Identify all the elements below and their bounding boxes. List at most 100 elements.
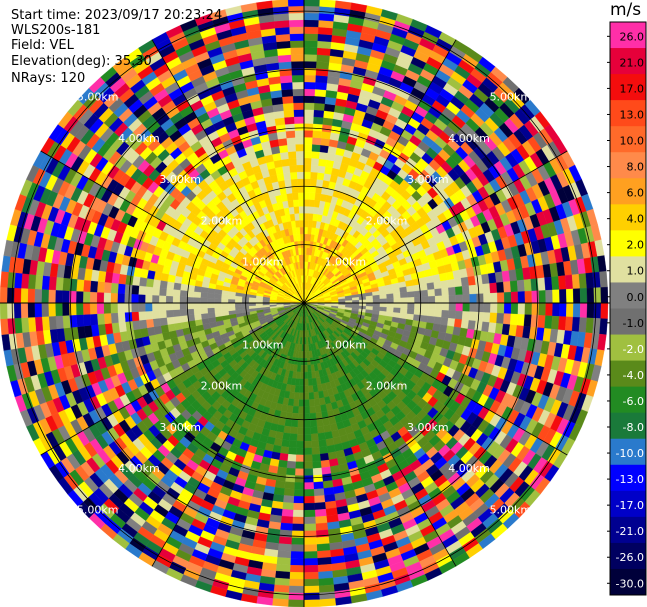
gate-cell — [75, 290, 84, 304]
gate-cell — [282, 502, 294, 511]
gate-cell — [179, 302, 187, 310]
gate-cell — [174, 322, 183, 331]
gate-cell — [313, 109, 325, 118]
gate-cell — [303, 33, 319, 41]
gate-cell — [379, 298, 388, 304]
gate-cell — [571, 316, 581, 333]
gate-cell — [393, 302, 401, 309]
gate-cell — [482, 312, 491, 323]
gate-cell — [308, 392, 315, 400]
gate-cell — [314, 405, 322, 414]
gate-cell — [293, 496, 305, 504]
gate-cell — [193, 297, 201, 304]
gate-cell — [96, 291, 105, 304]
gate-cell — [314, 95, 326, 104]
gate-cell — [311, 440, 320, 449]
gate-cell — [311, 447, 321, 455]
gate-cell — [407, 302, 415, 309]
gate-cell — [311, 144, 321, 152]
gate-cell — [303, 399, 310, 407]
gate-cell — [295, 461, 305, 469]
gate-cell — [117, 312, 126, 323]
gate-cell — [296, 440, 305, 449]
gate-cell — [586, 287, 595, 304]
gate-cell — [281, 508, 294, 518]
gate-cell — [379, 302, 388, 308]
gate-cell — [545, 302, 553, 317]
gate-cell — [303, 199, 310, 207]
gate-cell — [303, 489, 315, 497]
gate-cell — [497, 292, 505, 304]
gate-cell — [317, 165, 326, 174]
gate-cell — [303, 123, 314, 131]
gate-cell — [292, 509, 305, 518]
gate-cell — [386, 302, 394, 308]
gate-cell — [420, 289, 429, 298]
gate-cell — [303, 378, 309, 387]
gate-cell — [303, 592, 320, 601]
gate-cell — [27, 273, 37, 290]
gate-cell — [117, 283, 126, 294]
gate-cell — [319, 0, 336, 8]
gate-cell — [82, 302, 91, 315]
gate-cell — [510, 302, 519, 315]
gate-cell — [313, 481, 324, 490]
gate-cell — [282, 432, 291, 441]
gate-cell — [313, 488, 325, 497]
gate-cell — [303, 19, 319, 28]
gate-cell — [310, 426, 318, 435]
gate-cell — [317, 26, 334, 36]
gate-cell — [599, 271, 608, 288]
gate-cell — [467, 320, 476, 331]
gate-cell — [303, 509, 316, 518]
gate-cell — [308, 399, 315, 407]
gate-cell — [152, 279, 161, 288]
gate-cell — [303, 26, 319, 35]
gate-cell — [319, 598, 336, 607]
gate-cell — [165, 295, 174, 304]
gate-cell — [291, 523, 305, 532]
gate-cell — [462, 302, 470, 312]
gate-cell — [303, 54, 318, 62]
gate-cell — [193, 302, 201, 309]
gate-cell — [523, 314, 532, 327]
gate-cell — [303, 116, 314, 124]
gate-cell — [277, 459, 288, 469]
gate-cell — [320, 459, 331, 469]
gate-cell — [124, 284, 133, 295]
gate-cell — [55, 289, 63, 304]
gate-cell — [312, 460, 322, 469]
gate-cell — [318, 158, 327, 167]
gate-cell — [319, 151, 328, 160]
gate-cell — [372, 294, 381, 300]
gate-cell — [318, 439, 327, 448]
gate-cell — [311, 157, 320, 166]
gate-cell — [14, 272, 23, 289]
gate-cell — [34, 274, 44, 290]
gate-cell — [453, 277, 463, 288]
gate-cell — [455, 286, 463, 296]
gate-cell — [434, 295, 443, 304]
gate-cell — [131, 293, 139, 304]
gate-cell — [427, 289, 436, 297]
gate-cell — [289, 565, 305, 573]
gate-cell — [293, 399, 300, 407]
gate-cell — [316, 54, 331, 63]
gate-cell — [309, 419, 318, 428]
gate-cell — [303, 364, 308, 373]
gate-cell — [309, 178, 318, 187]
gate-cell — [306, 350, 310, 359]
gate-cell — [172, 289, 181, 297]
gate-cell — [316, 61, 330, 70]
gate-cell — [448, 302, 457, 312]
gate-cell — [314, 508, 327, 518]
gate-cell — [316, 550, 331, 559]
gate-cell — [273, 584, 290, 593]
gate-cell — [124, 302, 132, 313]
gate-cell — [315, 75, 328, 84]
gate-cell — [131, 302, 139, 313]
gate-cell — [421, 302, 429, 310]
gate-cell — [313, 116, 324, 125]
gate-cell — [303, 178, 311, 186]
gate-cell — [132, 320, 141, 331]
